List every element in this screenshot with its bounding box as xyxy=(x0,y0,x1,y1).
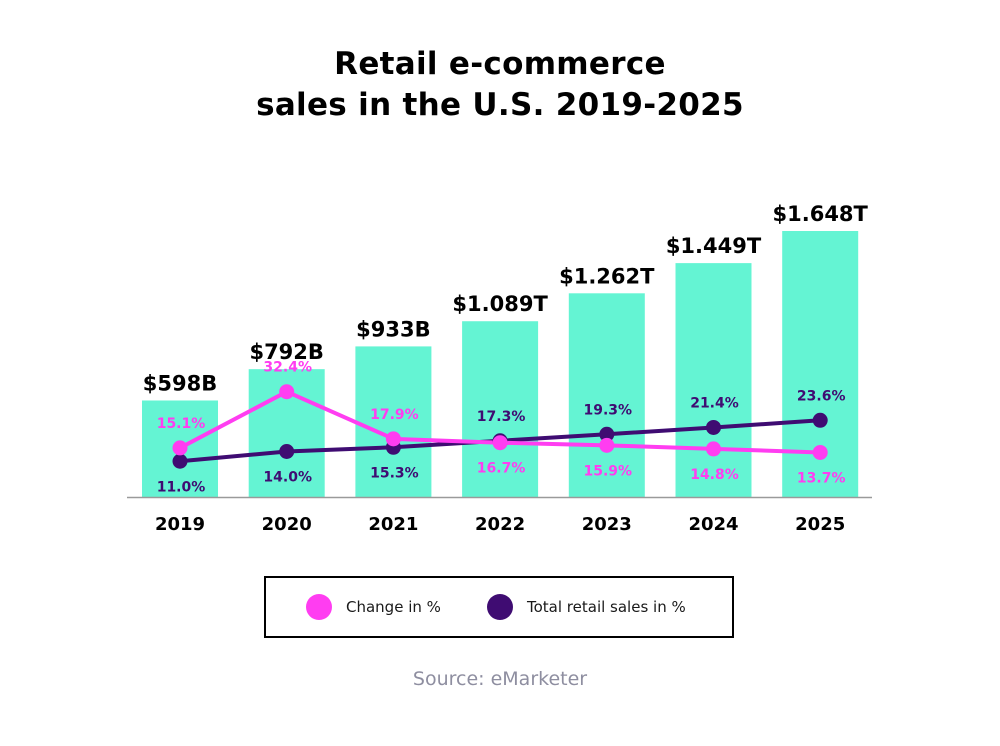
x-tick-label: 2022 xyxy=(475,514,525,535)
source-note: Source: eMarketer xyxy=(412,668,588,690)
chart-title: Retail e-commerce sales in the U.S. 2019… xyxy=(0,44,1000,126)
bar-2022 xyxy=(462,321,539,497)
bar-2021 xyxy=(355,346,432,497)
change-point xyxy=(279,384,295,400)
total-data-label: 21.4% xyxy=(690,395,739,411)
legend-label-change: Change in % xyxy=(346,598,441,616)
change-data-label: 17.9% xyxy=(370,407,419,423)
change-data-label: 15.9% xyxy=(584,463,633,479)
bar-2024 xyxy=(675,263,752,497)
x-tick-label: 2025 xyxy=(795,514,845,535)
change-data-label: 15.1% xyxy=(157,416,206,432)
total-point xyxy=(172,453,188,469)
legend-label-total: Total retail sales in % xyxy=(527,598,686,616)
x-tick-label: 2019 xyxy=(155,514,205,535)
bar-value-label: $1.089T xyxy=(452,292,548,316)
change-point xyxy=(172,440,188,456)
change-point xyxy=(492,435,508,451)
total-point xyxy=(279,444,295,459)
x-tick-label: 2023 xyxy=(582,514,632,535)
change-data-label: 16.7% xyxy=(477,461,526,477)
change-point xyxy=(599,437,615,453)
chart-title-line-1: Retail e-commerce xyxy=(334,46,666,82)
x-tick-label: 2021 xyxy=(368,514,418,535)
total-data-label: 14.0% xyxy=(263,470,312,486)
bar-value-label: $1.648T xyxy=(773,202,869,226)
bar-value-label: $598B xyxy=(143,371,217,395)
x-tick-label: 2024 xyxy=(688,514,738,535)
bars-layer xyxy=(142,231,859,497)
legend-item-change: Change in % xyxy=(306,578,441,636)
change-data-label: 32.4% xyxy=(263,360,312,376)
total-point xyxy=(812,412,828,428)
change-point xyxy=(385,431,401,447)
total-data-label: 23.6% xyxy=(797,388,846,404)
chart-plot: $598B 2019 $792B 2020 $933B 2021 $1.089T 2022 $1… xyxy=(127,202,872,535)
lines-layer xyxy=(172,384,828,469)
total-point xyxy=(599,426,615,442)
bar-value-label: $792B xyxy=(249,340,323,364)
change-point xyxy=(812,444,828,460)
bar-2023 xyxy=(568,293,645,497)
x-tick-label: 2020 xyxy=(262,514,312,535)
change-data-label: 14.8% xyxy=(690,467,739,483)
bar-value-label: $1.449T xyxy=(666,234,762,258)
legend-item-total: Total retail sales in % xyxy=(487,578,686,636)
legend-marker-change-icon xyxy=(306,594,332,620)
bar-value-label: $933B xyxy=(356,317,430,341)
legend-marker-total-icon xyxy=(487,594,513,620)
bar-value-label: $1.262T xyxy=(559,264,655,288)
change-data-label: 13.7% xyxy=(797,470,846,486)
total-point xyxy=(706,419,721,435)
chart-title-line-2: sales in the U.S. 2019-2025 xyxy=(256,87,744,123)
labels-layer: $598B 2019 $792B 2020 $933B 2021 $1.089T 2022 $1… xyxy=(143,202,869,535)
total-data-label: 19.3% xyxy=(584,402,633,418)
total-data-label: 11.0% xyxy=(157,479,206,495)
change-point xyxy=(706,441,721,457)
total-data-label: 15.3% xyxy=(370,465,419,481)
total-data-label: 17.3% xyxy=(477,409,526,425)
legend: Change in % Total retail sales in % xyxy=(264,576,734,638)
